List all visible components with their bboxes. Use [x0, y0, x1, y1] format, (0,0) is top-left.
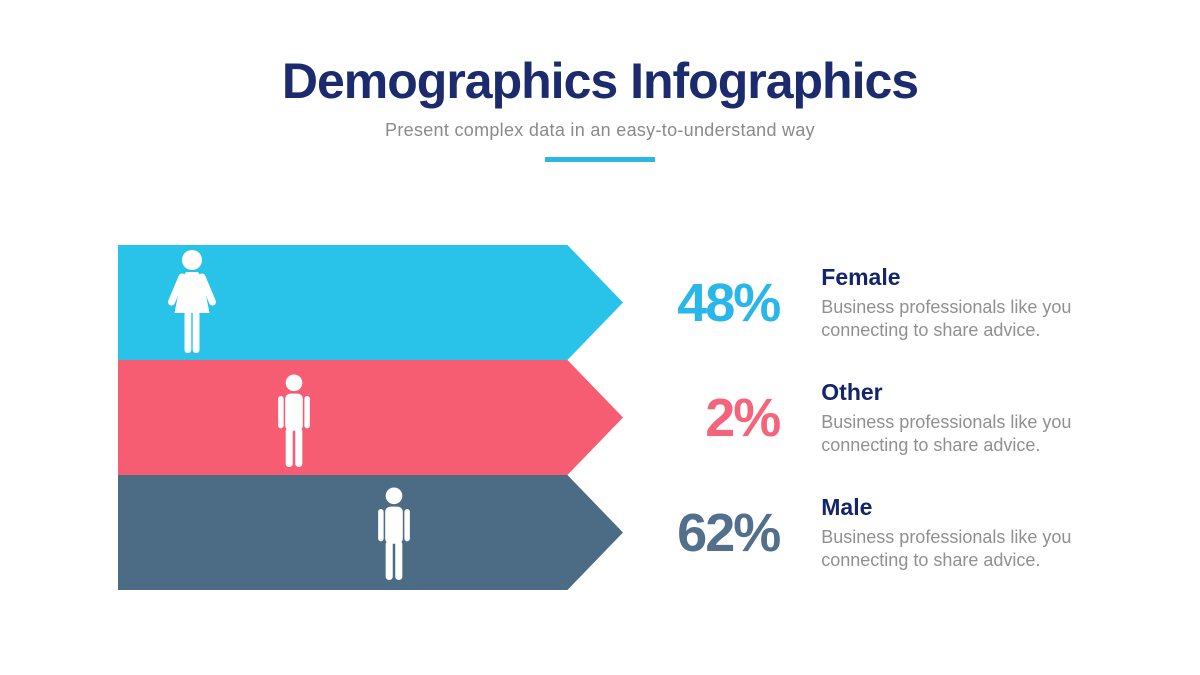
percent-value: 2% [705, 387, 781, 448]
row-description: Business professionals like you connecti… [821, 526, 1072, 570]
demographic-bar-other [118, 360, 623, 475]
info-row-female: 48% Female Business professionals like y… [620, 245, 1100, 360]
row-label: Other [821, 378, 883, 405]
male-icon [278, 374, 310, 468]
title-underline [545, 157, 655, 162]
row-label: Male [821, 493, 873, 520]
female-icon [168, 250, 216, 353]
percent-value: 48% [677, 272, 781, 333]
info-row-male: 62% Male Business professionals like you… [620, 475, 1100, 590]
bars-chart [118, 245, 623, 590]
info-row-other: 2% Other Business professionals like you… [620, 360, 1100, 475]
demographic-bar-female [118, 245, 623, 360]
demographic-bar-male [118, 475, 623, 590]
row-label: Female [821, 263, 901, 290]
page-subtitle: Present complex data in an easy-to-under… [385, 120, 815, 140]
percent-value: 62% [677, 502, 781, 563]
male-icon [378, 487, 410, 581]
row-description: Business professionals like you connecti… [821, 296, 1072, 340]
row-description: Business professionals like you connecti… [821, 411, 1072, 455]
page-title: Demographics Infographics [281, 53, 919, 109]
